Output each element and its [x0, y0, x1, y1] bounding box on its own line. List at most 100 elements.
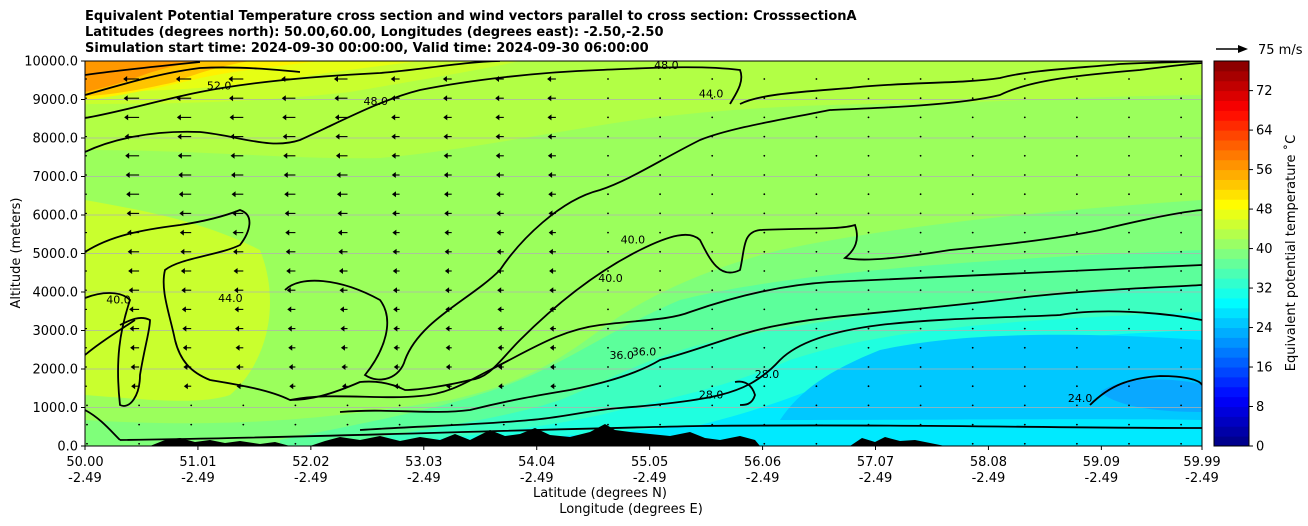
- wind-vector-dot: [763, 116, 766, 119]
- wind-vector-head: [495, 114, 500, 121]
- wind-vector-dot: [815, 385, 818, 388]
- colorbar-ticks: 0 8 16 24 32 40 48 56 64 72: [1249, 84, 1273, 455]
- wind-vector-head: [73, 191, 77, 197]
- wind-vector-dot: [763, 366, 766, 368]
- quiver-key: 75 m/s: [1216, 43, 1303, 58]
- wind-vector-head: [337, 229, 342, 236]
- wind-vector-dot: [763, 231, 766, 234]
- wind-vector-head: [495, 172, 500, 178]
- colorbar-band: [1214, 258, 1249, 269]
- wind-vector-dot: [555, 423, 557, 426]
- wind-vector-head: [335, 152, 340, 159]
- wind-vector-dot: [867, 404, 870, 407]
- wind-vector-dot: [815, 423, 818, 426]
- wind-vector-head: [125, 172, 130, 178]
- colorbar-band: [1214, 317, 1249, 329]
- wind-vector-dot: [1076, 116, 1078, 119]
- wind-vector-dot: [1180, 404, 1182, 407]
- y-tick-label: 7000.0: [33, 170, 79, 185]
- wind-vector-head: [496, 229, 501, 236]
- colorbar-band: [1214, 396, 1249, 408]
- wind-vector-head: [547, 76, 552, 82]
- x-tick-label-lat: 58.08: [970, 455, 1007, 470]
- colorbar-band: [1214, 228, 1249, 240]
- wind-vector-dot: [1180, 366, 1182, 368]
- wind-vector-dot: [659, 404, 661, 407]
- wind-vector-head: [70, 76, 74, 82]
- wind-vector-dot: [815, 289, 818, 292]
- wind-vector-head: [495, 133, 500, 140]
- wind-vector-dot: [607, 97, 609, 100]
- wind-vector-dot: [1076, 270, 1078, 272]
- wind-vector-head: [445, 306, 450, 313]
- wind-vector-head: [498, 383, 503, 390]
- wind-vector-head: [287, 306, 292, 313]
- wind-vector-dot: [1076, 327, 1078, 330]
- wind-vector-dot: [1128, 385, 1130, 388]
- wind-vector-dot: [607, 250, 609, 253]
- wind-vector-dot: [86, 442, 88, 445]
- wind-vector-dot: [1180, 116, 1182, 119]
- wind-vector-head: [495, 152, 500, 159]
- wind-vector-dot: [1076, 135, 1078, 138]
- colorbar-band: [1214, 238, 1249, 250]
- wind-vector-head: [286, 287, 291, 294]
- wind-vector-dot: [138, 442, 141, 445]
- wind-vector-dot: [659, 250, 661, 253]
- wind-vector-dot: [1023, 174, 1026, 176]
- contour-label: 48.0: [363, 95, 388, 108]
- x-tick-label-lon: -2.49: [407, 471, 441, 486]
- y-tick-label: 4000.0: [33, 286, 79, 301]
- wind-vector-dot: [659, 327, 661, 330]
- wind-vector-dot: [919, 212, 922, 215]
- wind-vector-head: [75, 268, 79, 274]
- chart-title-line-2: Latitudes (degrees north): 50.00,60.00, …: [85, 25, 664, 40]
- wind-vector-dot: [763, 250, 766, 253]
- wind-vector-dot: [1023, 250, 1026, 253]
- contour-28-main: [359, 310, 1202, 431]
- wind-vector-head: [125, 152, 130, 159]
- wind-vector-dot: [919, 231, 922, 234]
- colorbar-tick-label: 56: [1256, 163, 1273, 178]
- wind-vector-dot: [919, 78, 922, 80]
- wind-vector-dot: [1023, 270, 1026, 272]
- wind-vector-head: [392, 287, 397, 294]
- wind-vector-head: [444, 210, 449, 217]
- wind-vector-head: [338, 248, 343, 255]
- wind-vector-head: [548, 210, 553, 217]
- wind-vector-head: [130, 364, 135, 370]
- wind-vector-head: [445, 287, 450, 294]
- wind-vector-dot: [971, 385, 974, 388]
- wind-vector-dot: [607, 366, 609, 368]
- x-tick-label-lat: 51.01: [179, 455, 216, 470]
- wind-vector-dot: [1128, 174, 1130, 176]
- wind-vector-dot: [1023, 97, 1026, 100]
- wind-vector-head: [444, 268, 449, 274]
- wind-vector-head: [230, 152, 235, 159]
- wind-vector-dot: [763, 135, 766, 138]
- wind-vector-dot: [971, 193, 974, 196]
- wind-vector-dot: [1180, 135, 1182, 138]
- colorbar-band: [1214, 179, 1249, 190]
- colorbar-band: [1214, 347, 1249, 358]
- wind-vector-dot: [815, 135, 818, 138]
- x-tick-label-lon: -2.49: [1185, 471, 1219, 486]
- wind-vector-dot: [1076, 366, 1078, 368]
- wind-vector-dot: [711, 385, 714, 388]
- wind-vector-head: [232, 229, 237, 236]
- wind-vector-head: [391, 172, 396, 178]
- wind-vector-dot: [919, 404, 922, 407]
- wind-vector-dot: [398, 442, 401, 445]
- wind-vector-dot: [919, 366, 922, 368]
- wind-vector-dot: [659, 212, 661, 215]
- wind-vector-dot: [138, 423, 141, 426]
- wind-vector-head: [178, 172, 183, 178]
- wind-vector-dot: [450, 404, 453, 407]
- wind-vector-dot: [607, 423, 609, 426]
- contour-label: 52.0: [207, 79, 232, 92]
- wind-vector-head: [337, 210, 342, 217]
- wind-vector-dot: [1180, 385, 1182, 388]
- wind-vector-dot: [867, 116, 870, 119]
- wind-vector-head: [179, 210, 184, 217]
- wind-vector-head: [392, 210, 397, 217]
